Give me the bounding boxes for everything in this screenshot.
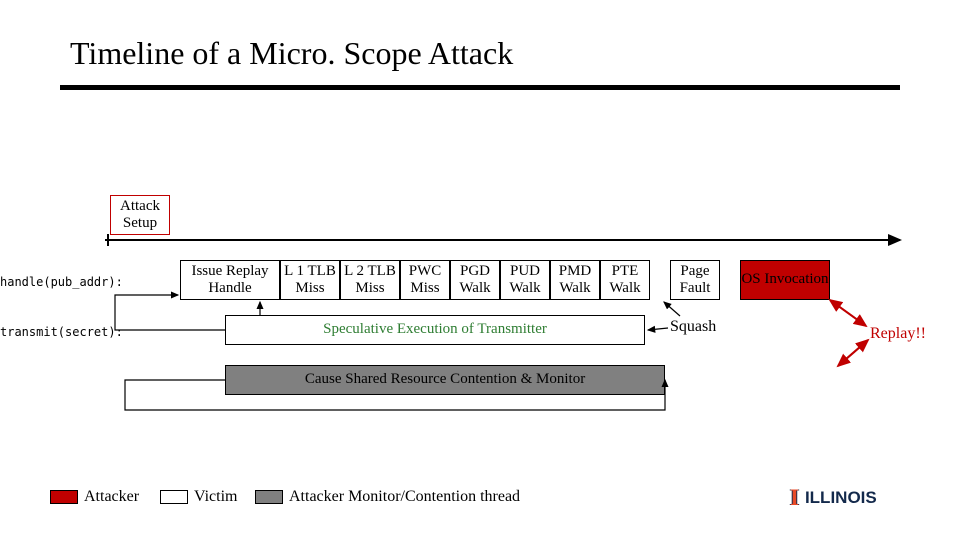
pipeline-cell-8: Page Fault (670, 260, 720, 300)
speculative-exec-box: Speculative Execution of Transmitter (225, 315, 645, 345)
handle-label: handle(pub_addr): (0, 275, 100, 289)
page-title: Timeline of a Micro. Scope Attack (70, 35, 513, 72)
monitor-box: Cause Shared Resource Contention & Monit… (225, 365, 665, 395)
pipeline-cell-9: OS Invocation (740, 260, 830, 300)
replay-label: Replay!! (870, 325, 926, 343)
squash-label: Squash (670, 318, 716, 336)
legend-swatch-2 (255, 490, 283, 504)
pipeline-cell-7: PTE Walk (600, 260, 650, 300)
pipeline-cell-6: PMD Walk (550, 260, 600, 300)
legend-label-2: Attacker Monitor/Contention thread (289, 488, 520, 506)
pipeline-cell-3: PWC Miss (400, 260, 450, 300)
attack-setup-label: Attack Setup (111, 198, 169, 233)
transmit-label: transmit(secret): (0, 325, 100, 339)
illinois-logo: I ILLINOIS (790, 485, 877, 511)
pipeline-cell-0: Issue Replay Handle (180, 260, 280, 300)
illinois-i-icon: I (790, 485, 799, 511)
legend-swatch-0 (50, 490, 78, 504)
pipeline-cell-2: L 2 TLB Miss (340, 260, 400, 300)
pipeline-cell-1: L 1 TLB Miss (280, 260, 340, 300)
attack-setup-box: Attack Setup (110, 195, 170, 235)
illinois-wordmark: ILLINOIS (805, 488, 877, 508)
monitor-label: Cause Shared Resource Contention & Monit… (305, 371, 585, 388)
speculative-exec-label: Speculative Execution of Transmitter (323, 321, 547, 338)
pipeline-cell-4: PGD Walk (450, 260, 500, 300)
legend-label-0: Attacker (84, 488, 139, 506)
pipeline-cell-5: PUD Walk (500, 260, 550, 300)
legend-swatch-1 (160, 490, 188, 504)
legend-label-1: Victim (194, 488, 237, 506)
title-rule (60, 85, 900, 90)
